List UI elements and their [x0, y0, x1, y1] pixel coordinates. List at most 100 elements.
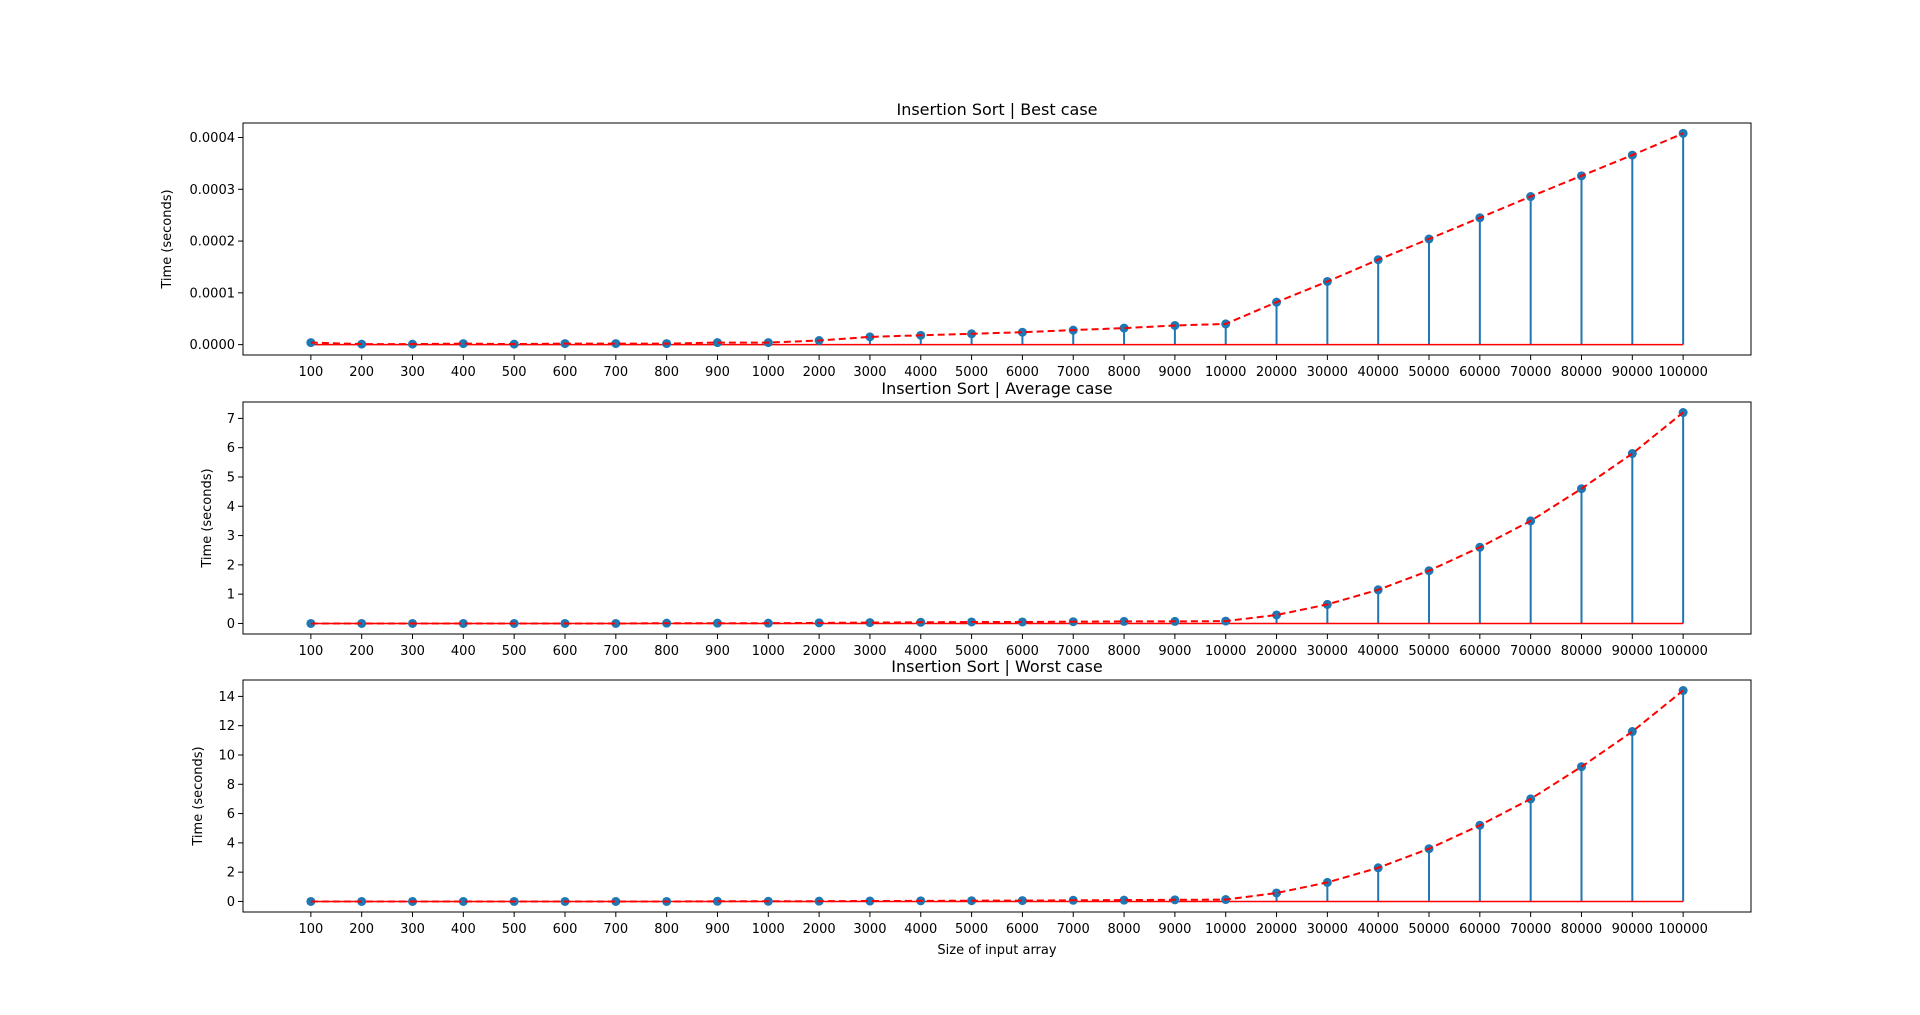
x-tick-label: 100000: [1658, 922, 1708, 937]
y-tick-label: 2: [227, 866, 235, 881]
x-axis-label: Size of input array: [937, 943, 1056, 958]
x-tick-label: 8000: [1108, 644, 1141, 659]
y-tick-label: 8: [227, 778, 235, 793]
data-point: [458, 339, 468, 349]
data-point: [712, 896, 722, 906]
data-point: [458, 896, 468, 906]
x-tick-label: 3000: [853, 644, 886, 659]
chart-title: Insertion Sort | Worst case: [891, 657, 1102, 676]
y-tick-label: 0: [227, 617, 235, 632]
x-tick-label: 100000: [1658, 644, 1708, 659]
data-point: [458, 618, 468, 628]
data-point: [865, 618, 875, 628]
x-tick-label: 900: [705, 365, 730, 380]
x-tick-label: 4000: [904, 644, 937, 659]
x-tick-label: 30000: [1307, 365, 1348, 380]
data-point: [865, 896, 875, 906]
y-tick-label: 12: [218, 719, 235, 734]
x-tick-label: 200: [349, 365, 374, 380]
x-tick-label: 2000: [803, 365, 836, 380]
chart-title: Insertion Sort | Best case: [896, 100, 1097, 119]
x-tick-label: 80000: [1561, 365, 1602, 380]
data-point: [1017, 327, 1027, 337]
y-tick-label: 7: [227, 412, 235, 427]
y-tick-label: 0.0003: [190, 183, 236, 198]
x-tick-label: 6000: [1006, 365, 1039, 380]
x-tick-label: 700: [603, 365, 628, 380]
x-tick-label: 50000: [1408, 644, 1449, 659]
y-tick-label: 3: [227, 529, 235, 544]
x-tick-label: 60000: [1459, 644, 1500, 659]
x-tick-label: 5000: [955, 922, 988, 937]
data-point: [306, 896, 316, 906]
x-tick-label: 70000: [1510, 365, 1551, 380]
x-tick-label: 9000: [1158, 644, 1191, 659]
x-tick-label: 30000: [1307, 644, 1348, 659]
data-point: [611, 896, 621, 906]
x-tick-label: 7000: [1057, 365, 1090, 380]
x-tick-label: 1000: [752, 644, 785, 659]
y-tick-label: 0.0002: [190, 235, 236, 250]
series-line: [310, 411, 1684, 625]
data-point: [611, 618, 621, 628]
x-tick-label: 30000: [1307, 922, 1348, 937]
x-tick-label: 70000: [1510, 922, 1551, 937]
x-tick-label: 100: [298, 644, 323, 659]
x-tick-label: 10000: [1205, 365, 1246, 380]
data-point: [306, 338, 316, 348]
x-tick-label: 60000: [1459, 922, 1500, 937]
x-tick-label: 4000: [904, 922, 937, 937]
y-tick-label: 6: [227, 441, 235, 456]
y-tick-label: 14: [218, 690, 235, 705]
y-tick-label: 10: [218, 748, 235, 763]
x-tick-label: 20000: [1256, 922, 1297, 937]
x-tick-label: 900: [705, 644, 730, 659]
data-point: [1678, 128, 1688, 138]
data-point: [865, 332, 875, 342]
x-tick-label: 800: [654, 922, 679, 937]
data-point: [712, 618, 722, 628]
x-tick-label: 70000: [1510, 644, 1551, 659]
x-tick-label: 5000: [955, 365, 988, 380]
x-tick-label: 500: [502, 922, 527, 937]
x-tick-label: 50000: [1408, 365, 1449, 380]
x-tick-label: 500: [502, 644, 527, 659]
y-tick-label: 4: [227, 500, 235, 515]
x-tick-label: 200: [349, 644, 374, 659]
y-axis-label: Time (seconds): [160, 189, 175, 289]
x-tick-label: 100: [298, 365, 323, 380]
y-tick-label: 0.0004: [190, 131, 236, 146]
x-tick-label: 500: [502, 365, 527, 380]
x-tick-label: 7000: [1057, 644, 1090, 659]
x-tick-label: 40000: [1358, 365, 1399, 380]
x-tick-label: 600: [553, 365, 578, 380]
x-tick-label: 400: [451, 922, 476, 937]
x-tick-label: 5000: [955, 644, 988, 659]
data-point: [1017, 896, 1027, 906]
x-tick-label: 300: [400, 922, 425, 937]
x-tick-label: 3000: [853, 365, 886, 380]
x-tick-label: 10000: [1205, 922, 1246, 937]
series-line: [310, 132, 1684, 346]
y-tick-label: 4: [227, 836, 235, 851]
data-point: [1272, 610, 1282, 620]
x-tick-label: 80000: [1561, 922, 1602, 937]
x-tick-label: 60000: [1459, 365, 1500, 380]
data-point: [1119, 616, 1129, 626]
x-tick-label: 40000: [1358, 644, 1399, 659]
x-tick-label: 300: [400, 365, 425, 380]
x-tick-label: 400: [451, 365, 476, 380]
chart-panel-3: 0 2 4 6 8 10 12 14 100 200 300 400 500 600 700 800 900 10…: [191, 657, 1752, 958]
x-tick-label: 9000: [1158, 365, 1191, 380]
x-tick-label: 900: [705, 922, 730, 937]
x-tick-label: 20000: [1256, 365, 1297, 380]
axes-frame: [242, 679, 1752, 913]
chart-title: Insertion Sort | Average case: [881, 379, 1112, 398]
y-tick-label: 2: [227, 558, 235, 573]
x-tick-label: 300: [400, 644, 425, 659]
data-point: [1017, 617, 1027, 627]
axes-frame: [242, 401, 1752, 635]
x-tick-label: 700: [603, 922, 628, 937]
